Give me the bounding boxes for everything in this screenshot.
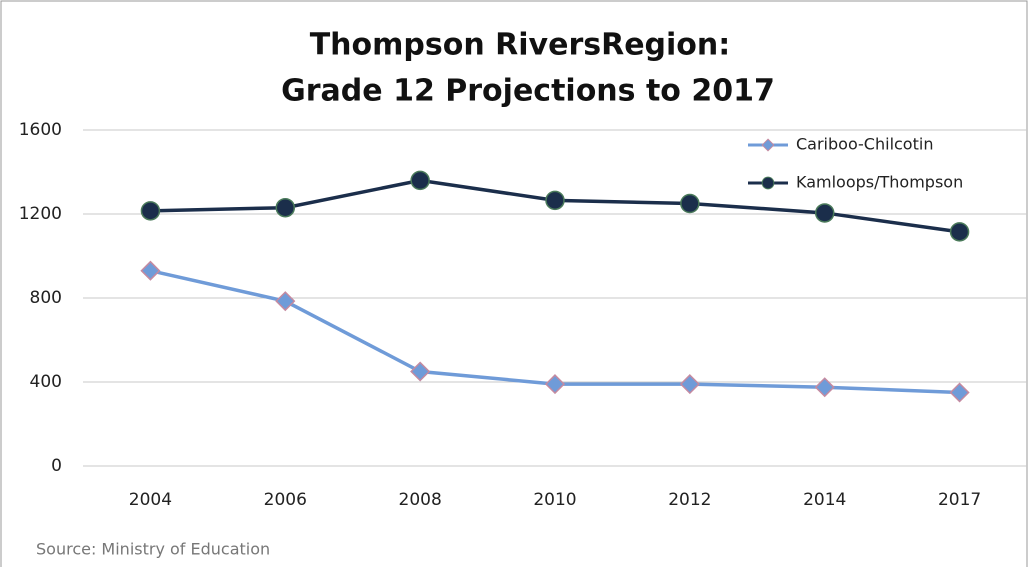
data-point xyxy=(814,203,835,223)
data-point xyxy=(679,374,700,395)
data-point xyxy=(140,201,161,221)
x-tick-label: 2008 xyxy=(399,490,442,510)
source-note: Source: Ministry of Education xyxy=(36,540,270,559)
y-tick-label: 1200 xyxy=(19,204,62,224)
chart-title: Grade 12 Projections to 2017 xyxy=(281,74,775,109)
chart-title: Thompson RiversRegion: xyxy=(310,28,731,63)
data-point xyxy=(140,260,161,281)
data-point xyxy=(949,382,970,403)
data-point xyxy=(410,170,430,191)
y-tick-label: 400 xyxy=(30,372,62,392)
data-point xyxy=(544,374,566,395)
y-tick-label: 1600 xyxy=(19,120,62,140)
legend-label: Kamloops/Thompson xyxy=(796,173,963,192)
legend-marker xyxy=(761,138,775,152)
x-tick-label: 2006 xyxy=(264,490,307,510)
x-tick-label: 2014 xyxy=(803,490,846,510)
legend-marker xyxy=(761,176,775,190)
x-tick-label: 2017 xyxy=(938,490,981,510)
legend-label: Cariboo-Chilcotin xyxy=(796,135,933,154)
x-tick-label: 2010 xyxy=(533,490,576,510)
data-point xyxy=(275,197,296,218)
data-point xyxy=(410,361,431,382)
data-point xyxy=(680,193,700,214)
data-point xyxy=(545,190,565,211)
x-tick-label: 2012 xyxy=(668,490,711,510)
y-tick-label: 800 xyxy=(30,288,62,308)
data-point xyxy=(814,377,835,398)
data-point xyxy=(275,291,296,312)
y-tick-label: 0 xyxy=(51,456,62,476)
data-point xyxy=(949,222,970,242)
x-tick-label: 2004 xyxy=(129,490,172,510)
